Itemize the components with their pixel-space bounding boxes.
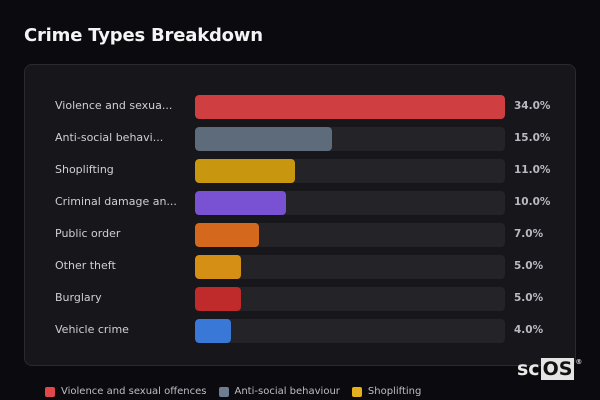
bar-fill[interactable] <box>195 255 241 279</box>
bar-row: Public order 7.0% <box>25 223 575 247</box>
bar-row: Violence and sexua... 34.0% <box>25 95 575 119</box>
bar-fill[interactable] <box>195 223 259 247</box>
legend-swatch-icon <box>218 386 229 397</box>
watermark-os: OS <box>540 358 575 380</box>
legend-item[interactable]: Shoplifting <box>351 386 422 397</box>
legend-item[interactable]: Anti-social behaviour <box>218 386 340 397</box>
bar-label: Anti-social behavi... <box>55 131 164 144</box>
legend-label: Shoplifting <box>367 386 422 397</box>
bar-fill[interactable] <box>195 95 505 119</box>
bar-value: 10.0% <box>514 196 551 208</box>
bar-fill[interactable] <box>195 287 241 311</box>
bar-track <box>195 287 505 311</box>
bar-row: Other theft 5.0% <box>25 255 575 279</box>
legend-swatch-icon <box>45 386 55 397</box>
bar-track <box>195 127 505 151</box>
bar-row: Criminal damage an... 10.0% <box>25 191 575 215</box>
legend-label: Violence and sexual offences <box>61 386 207 397</box>
bar-label: Other theft <box>55 259 116 272</box>
bar-label: Public order <box>55 227 121 240</box>
bar-track <box>195 191 505 215</box>
bar-label: Vehicle crime <box>55 323 129 336</box>
bar-value: 15.0% <box>514 132 551 144</box>
bar-value: 11.0% <box>514 164 551 176</box>
bar-row: Burglary 5.0% <box>25 287 575 311</box>
watermark-prefix: sc <box>517 358 540 380</box>
bar-track <box>195 319 505 343</box>
bar-fill[interactable] <box>195 191 286 215</box>
bar-fill[interactable] <box>195 319 231 343</box>
legend-swatch-icon <box>351 386 362 397</box>
bar-value: 4.0% <box>514 324 544 336</box>
bar-row: Vehicle crime 4.0% <box>25 319 575 343</box>
bar-track <box>195 255 505 279</box>
bar-row: Shoplifting 11.0% <box>25 159 575 183</box>
bar-value: 5.0% <box>514 260 544 272</box>
chart-panel: Violence and sexua... 34.0% Anti-social be… <box>24 64 576 366</box>
bar-track <box>195 95 505 119</box>
watermark-logo: sc OS ® <box>517 358 582 380</box>
legend-item[interactable]: Violence and sexual offences <box>45 386 207 397</box>
bar-track <box>195 223 505 247</box>
bar-fill[interactable] <box>195 127 332 151</box>
bar-value: 5.0% <box>514 292 544 304</box>
bar-label: Criminal damage an... <box>55 195 177 208</box>
registered-icon: ® <box>575 358 583 366</box>
bar-value: 7.0% <box>514 228 544 240</box>
bar-row: Anti-social behavi... 15.0% <box>25 127 575 151</box>
bar-label: Shoplifting <box>55 163 114 176</box>
bar-track <box>195 159 505 183</box>
chart-title: Crime Types Breakdown <box>24 25 263 46</box>
legend-label: Anti-social behaviour <box>234 386 340 397</box>
bar-label: Violence and sexua... <box>55 99 173 112</box>
bar-fill[interactable] <box>195 159 295 183</box>
bar-label: Burglary <box>55 291 102 304</box>
chart-legend: Violence and sexual offences Anti-social … <box>45 386 421 397</box>
bar-value: 34.0% <box>514 100 551 112</box>
